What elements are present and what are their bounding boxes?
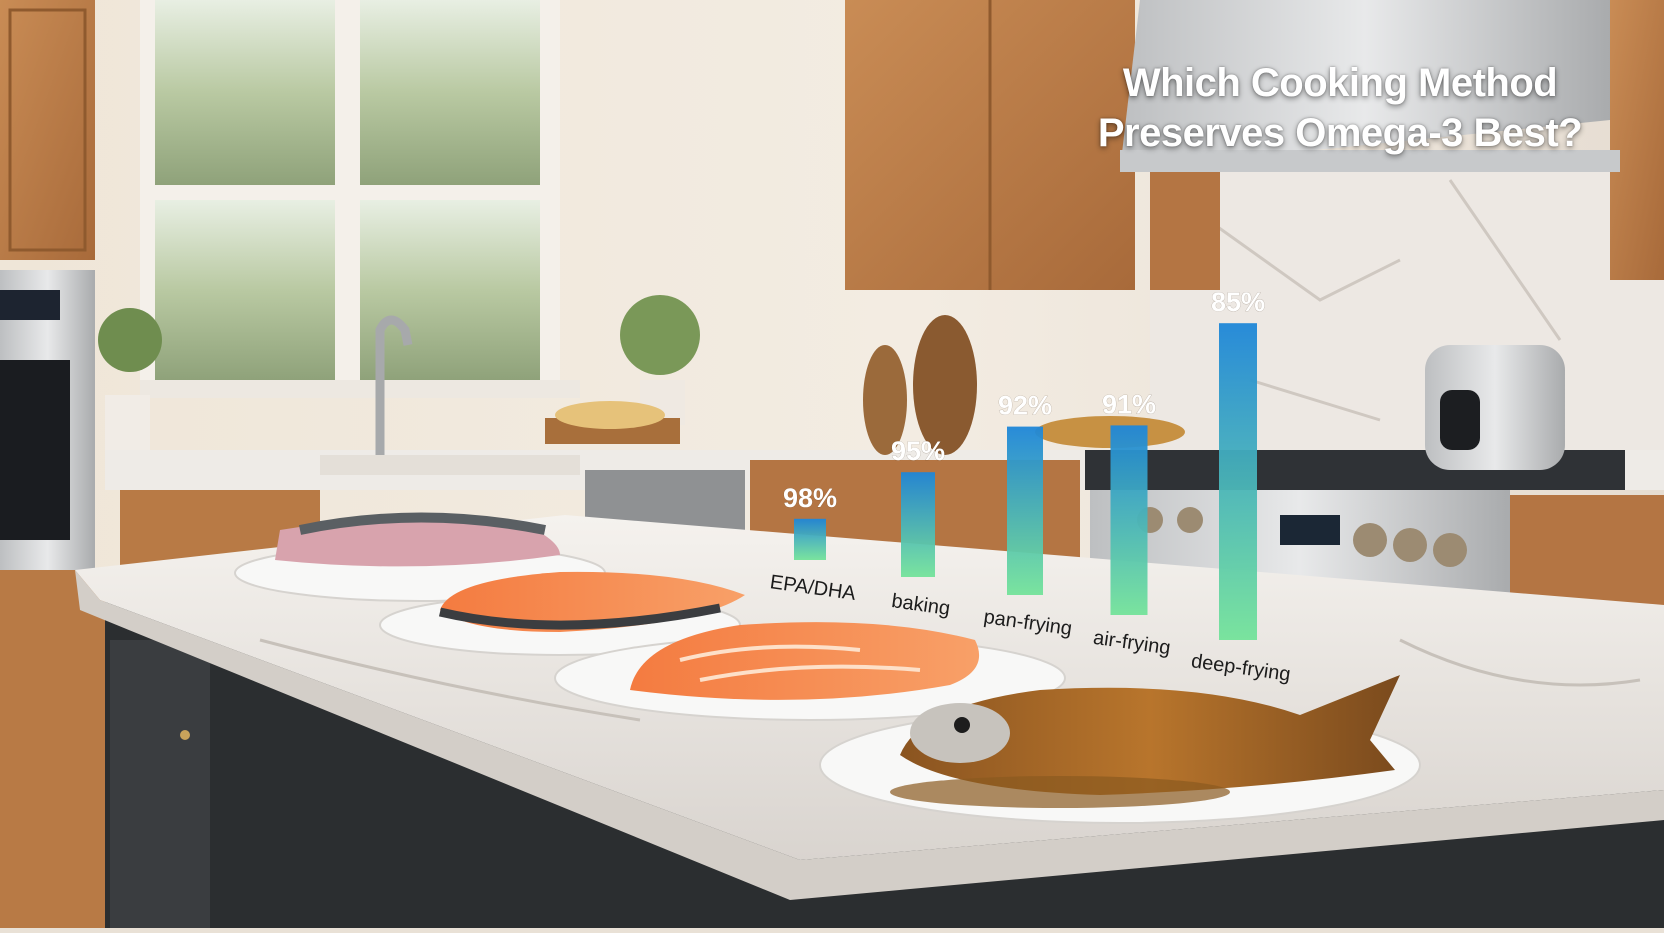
value-label-baking: 95%: [891, 436, 945, 466]
category-label-deep-frying: deep-frying: [1190, 650, 1292, 686]
upper-cabinet-left: [0, 0, 95, 260]
value-label-air-frying: 91%: [1102, 389, 1156, 419]
bar-baking: [901, 472, 935, 577]
value-labels-layer: 98% 95% 92% 91% 85%: [783, 287, 1266, 513]
deep-fried-fish: [819, 675, 1421, 824]
value-label-pan-frying: 92%: [998, 391, 1052, 421]
cutting-board: [913, 315, 977, 455]
bar-epa-dha: [794, 518, 826, 560]
plant-left: [98, 308, 162, 372]
chart-title: Which Cooking Method Preserves Omega-3 B…: [1040, 58, 1640, 158]
bars-layer: [794, 323, 1257, 640]
chart-title-line-1: Which Cooking Method: [1122, 61, 1558, 105]
bar-air-frying: [1110, 425, 1148, 615]
sink: [320, 455, 580, 475]
category-label-air-frying: air-frying: [1092, 627, 1172, 660]
chart-title-line-2: Preserves Omega-3 Best?: [1097, 111, 1583, 155]
baked-salmon: [554, 622, 1066, 721]
kitchen-window: [140, 0, 580, 398]
category-label-baking: baking: [890, 590, 951, 620]
pan-fried-salmon: [379, 571, 745, 656]
plant-window: [620, 295, 700, 375]
bar-pan-frying: [1007, 426, 1043, 595]
value-label-epa-dha: 98%: [783, 483, 837, 513]
air-fryer: [1425, 345, 1565, 470]
category-label-epa-dha: EPA/DHA: [769, 571, 858, 605]
range-hood: [1120, 0, 1620, 172]
value-label-deep-frying: 85%: [1211, 287, 1265, 317]
faucet: [375, 315, 413, 455]
category-label-pan-frying: pan-frying: [982, 606, 1073, 640]
bar-deep-frying: [1219, 323, 1257, 640]
